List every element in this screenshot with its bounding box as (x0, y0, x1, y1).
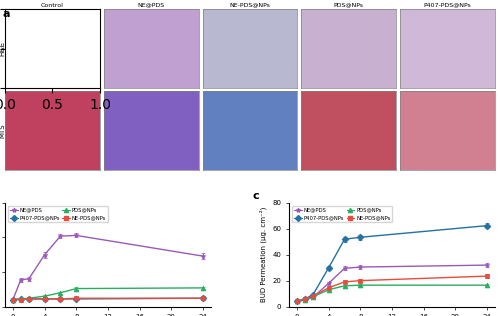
Legend: NE@PDS, P407-PDS@NPs, PDS@NPs, NE-PDS@NPs: NE@PDS, P407-PDS@NPs, PDS@NPs, NE-PDS@NP… (8, 206, 108, 222)
Text: a: a (2, 9, 10, 20)
Legend: NE@PDS, P407-PDS@NPs, PDS@NPs, NE-PDS@NPs: NE@PDS, P407-PDS@NPs, PDS@NPs, NE-PDS@NP… (292, 206, 392, 222)
Title: NE-PDS@NPs: NE-PDS@NPs (230, 3, 270, 8)
Title: Control: Control (41, 3, 64, 8)
Title: PDS@NPs: PDS@NPs (334, 3, 364, 8)
Y-axis label: H&E: H&E (0, 41, 5, 56)
Y-axis label: MTS: MTS (0, 123, 5, 138)
Title: P407-PDS@NPs: P407-PDS@NPs (424, 3, 472, 8)
Text: c: c (252, 191, 258, 201)
Title: NE@PDS: NE@PDS (138, 3, 165, 8)
Y-axis label: BUD Permeation (µg. cm⁻²): BUD Permeation (µg. cm⁻²) (260, 207, 267, 302)
